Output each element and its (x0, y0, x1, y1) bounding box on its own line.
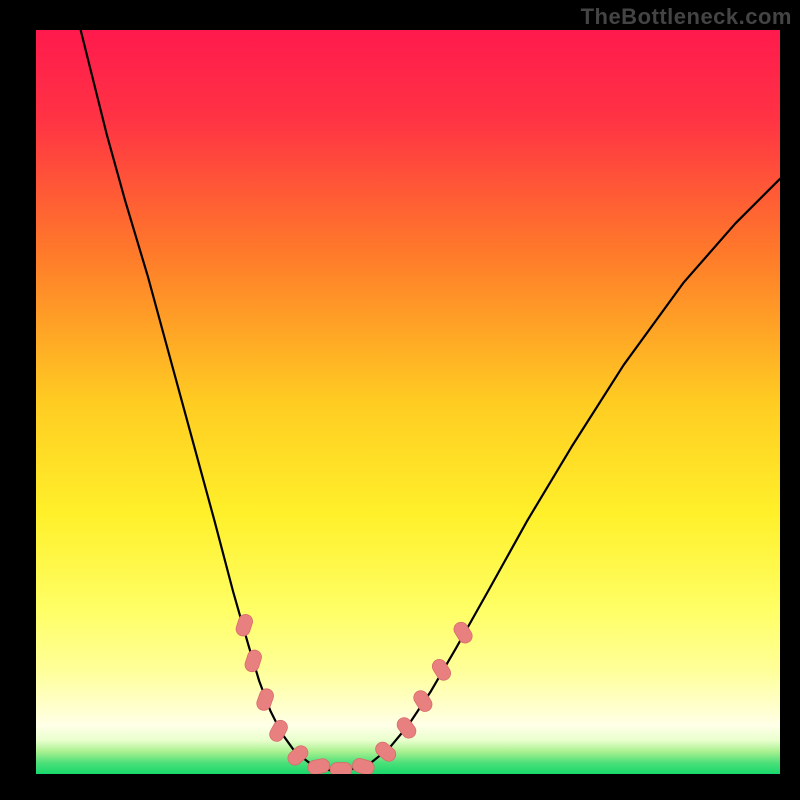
watermark-text: TheBottleneck.com (581, 4, 792, 30)
gradient-background (36, 30, 780, 774)
plot-area (36, 30, 780, 774)
marker-pill (330, 763, 352, 774)
chart-svg (36, 30, 780, 774)
chart-container: TheBottleneck.com (0, 0, 800, 800)
